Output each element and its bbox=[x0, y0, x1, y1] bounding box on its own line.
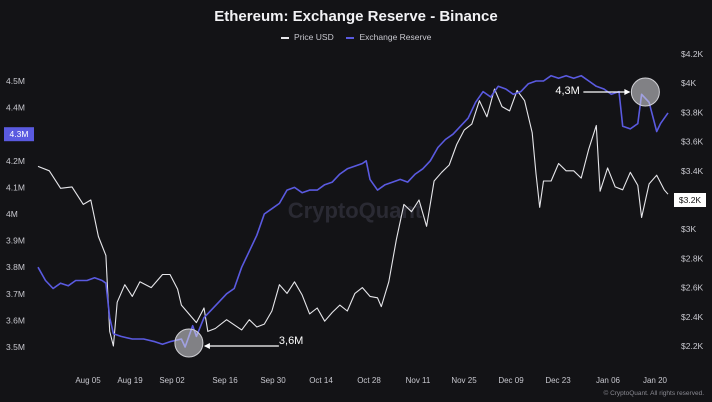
left-tick-label: 3.9M bbox=[6, 236, 25, 246]
right-tick-label: $3.8K bbox=[681, 107, 704, 117]
copyright-text: © CryptoQuant. All rights reserved. bbox=[603, 390, 704, 397]
x-tick-label: Oct 14 bbox=[309, 376, 333, 385]
legend-swatch-reserve bbox=[346, 36, 355, 39]
right-tick-label: $4K bbox=[681, 78, 696, 88]
x-tick-label: Dec 23 bbox=[545, 376, 571, 385]
left-current-badge-label: 4.3M bbox=[10, 129, 29, 139]
left-tick-label: 4.4M bbox=[6, 103, 25, 113]
left-axis: 3.5M3.6M3.7M3.8M3.9M4M4.1M4.2M4.3M4.4M4.… bbox=[6, 76, 25, 352]
annotation-label: 3,6M bbox=[279, 335, 303, 347]
annotation-label: 4,3M bbox=[555, 85, 579, 97]
left-current-badge bbox=[4, 127, 34, 142]
right-tick-label: $3.4K bbox=[681, 166, 704, 176]
right-tick-label: $2.4K bbox=[681, 312, 704, 322]
x-tick-label: Sep 16 bbox=[212, 376, 238, 385]
chart-title: Ethereum: Exchange Reserve - Binance bbox=[214, 8, 498, 25]
annotations: 3,6M 4,3M bbox=[174, 77, 660, 358]
right-tick-label: $2.8K bbox=[681, 253, 704, 263]
series-lines bbox=[37, 74, 669, 348]
left-tick-label: 3.7M bbox=[6, 289, 25, 299]
x-tick-label: Jan 06 bbox=[596, 376, 621, 385]
left-tick-label: 4M bbox=[6, 209, 18, 219]
left-tick-label: 3.5M bbox=[6, 342, 25, 352]
chart-legend: Price USD Exchange Reserve bbox=[0, 32, 712, 42]
right-tick-label: $3K bbox=[681, 224, 696, 234]
value-badges: 4.3M $3.2K bbox=[4, 127, 706, 207]
legend-item-price[interactable]: Price USD bbox=[280, 32, 334, 42]
x-axis: Aug 05 Aug 19 Sep 02 Sep 16 Sep 30 Oct 14 Oct … bbox=[75, 376, 667, 385]
annotation-arrowhead bbox=[624, 89, 631, 95]
x-tick-label: Dec 09 bbox=[498, 376, 524, 385]
right-tick-label: $2.6K bbox=[681, 283, 704, 293]
right-tick-label: $3.6K bbox=[681, 137, 704, 147]
series-line-exchange-reserve bbox=[37, 74, 669, 348]
x-tick-label: Nov 25 bbox=[451, 376, 477, 385]
x-tick-label: Nov 11 bbox=[406, 376, 431, 385]
x-tick-label: Sep 02 bbox=[159, 376, 185, 385]
annotation-arrowhead bbox=[203, 343, 210, 349]
left-tick-label: 4.1M bbox=[6, 182, 25, 192]
left-tick-label: 4.2M bbox=[6, 156, 25, 166]
legend-swatch-price bbox=[280, 36, 289, 39]
annotation-circle bbox=[174, 328, 204, 358]
legend-label-price: Price USD bbox=[294, 32, 334, 42]
left-tick-label: 4.5M bbox=[6, 76, 25, 86]
x-tick-label: Aug 05 bbox=[75, 376, 101, 385]
right-tick-label: $4.2K bbox=[681, 49, 704, 59]
legend-item-reserve[interactable]: Exchange Reserve bbox=[346, 32, 431, 42]
left-tick-label: 3.6M bbox=[6, 315, 25, 325]
x-tick-label: Jan 20 bbox=[643, 376, 668, 385]
left-tick-label: 3.8M bbox=[6, 262, 25, 272]
series-line-price-usd bbox=[37, 88, 669, 347]
x-tick-label: Oct 28 bbox=[357, 376, 381, 385]
x-tick-label: Sep 30 bbox=[260, 376, 286, 385]
right-current-badge bbox=[674, 193, 706, 207]
right-current-badge-label: $3.2K bbox=[679, 195, 702, 205]
annotation-circle bbox=[630, 77, 660, 107]
legend-label-reserve: Exchange Reserve bbox=[359, 32, 432, 42]
right-tick-label: $2.2K bbox=[681, 341, 704, 351]
x-tick-label: Aug 19 bbox=[117, 376, 143, 385]
